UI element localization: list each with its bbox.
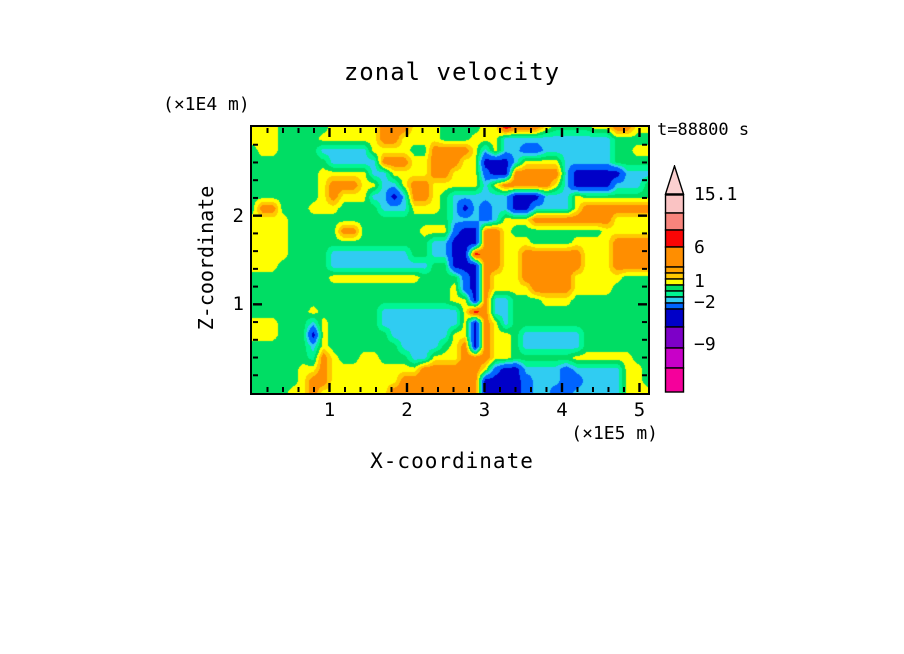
colorbar-segment-14 (664, 367, 685, 393)
y-tick-label-2: 2 (232, 204, 244, 227)
colorbar-arrow-icon (664, 165, 685, 195)
colorbar-label-1: 1 (694, 271, 705, 292)
x-axis-label: X-coordinate (370, 449, 534, 473)
colorbar-label-15.1: 15.1 (694, 184, 738, 205)
colorbar-segment-11 (664, 308, 685, 328)
colorbar-segment-0 (664, 194, 685, 214)
x-tick-label-4: 4 (556, 399, 568, 421)
colorbar-segment-7 (664, 284, 685, 292)
colorbar (664, 194, 685, 393)
x-tick-label-3: 3 (478, 399, 491, 421)
colorbar-segment-13 (664, 347, 685, 369)
contour-field (252, 127, 648, 393)
y-axis-unit: (×1E4 m) (163, 94, 250, 115)
colorbar-segment-8 (664, 290, 685, 298)
y-axis-label: Z-coordinate (194, 185, 218, 331)
colorbar-segment-12 (664, 326, 685, 349)
colorbar-segment-5 (664, 272, 685, 280)
colorbar-segment-10 (664, 302, 685, 310)
colorbar-segment-4 (664, 266, 685, 274)
colorbar-label-−9: −9 (694, 334, 716, 355)
colorbar-segment-1 (664, 212, 685, 231)
x-tick-label-5: 5 (633, 399, 646, 421)
colorbar-segment-6 (664, 278, 685, 286)
colorbar-segment-3 (664, 246, 685, 268)
x-tick-label-2: 2 (401, 399, 413, 421)
colorbar-segment-9 (664, 296, 685, 304)
colorbar-segment-2 (664, 229, 685, 248)
colorbar-label-−2: −2 (694, 292, 716, 313)
y-tick-label-1: 1 (232, 293, 244, 316)
plot-title: zonal velocity (343, 58, 561, 86)
x-axis-unit: (×1E5 m) (571, 423, 658, 444)
colorbar-label-6: 6 (694, 237, 705, 258)
plot-area (250, 125, 650, 395)
colorbar-overflow-arrow (664, 165, 685, 195)
x-tick-label-1: 1 (323, 399, 336, 421)
time-stamp: t=88800 s (657, 120, 750, 140)
